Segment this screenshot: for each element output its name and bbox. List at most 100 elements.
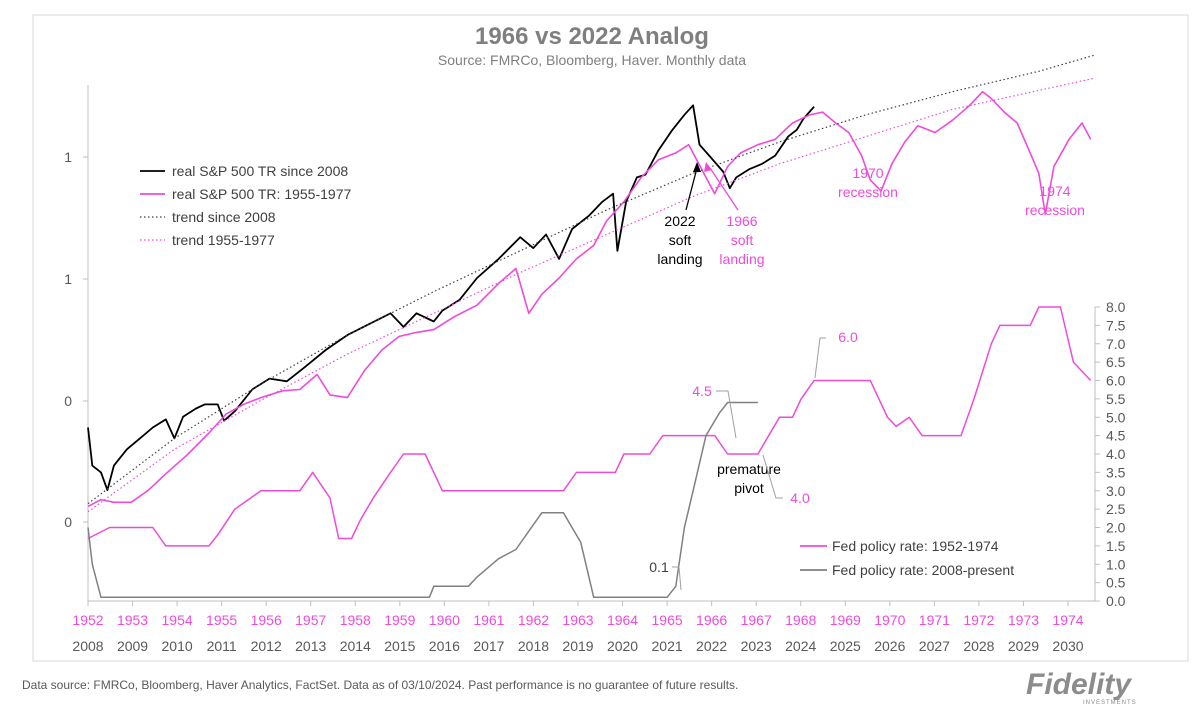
x-tick-label-top: 1967 [741,612,772,628]
x-tick-label-top: 1959 [384,612,415,628]
right-tick-label: 0.0 [1106,593,1126,609]
x-tick-label-top: 1971 [919,612,950,628]
x-tick-label-bottom: 2022 [696,638,727,654]
right-tick-label: 8.0 [1106,299,1126,315]
x-tick-label-bottom: 2013 [295,638,326,654]
series-line-5 [87,401,758,599]
legend-label: trend 1955-1977 [172,232,275,248]
x-tick-label-top: 1968 [785,612,816,628]
annotation-line: 4.5 [692,383,712,399]
fidelity-logo: Fidelity [1026,668,1132,701]
chart-frame [32,14,1189,662]
x-tick-label-top: 1974 [1052,612,1083,628]
right-tick-label: 3.0 [1106,483,1126,499]
x-tick-label-top: 1965 [652,612,683,628]
x-tick-label-bottom: 2017 [473,638,504,654]
x-tick-label-bottom: 2015 [384,638,415,654]
x-tick-label-bottom: 2023 [741,638,772,654]
annotation-label: 0.1 [649,559,669,575]
right-tick-label: 7.0 [1106,336,1126,352]
x-tick-label-top: 1956 [251,612,282,628]
arrow-2022 [685,167,698,211]
annotation-line: pivot [734,480,764,496]
x-tick-label-bottom: 2008 [72,638,103,654]
x-tick-label-top: 1962 [518,612,549,628]
x-tick-label-bottom: 2012 [251,638,282,654]
leader-4-5 [716,390,737,439]
x-tick-label-bottom: 2018 [518,638,549,654]
annotation-line: 1966 [726,213,757,229]
right-tick-label: 2.0 [1106,520,1126,536]
x-tick-label-bottom: 2009 [117,638,148,654]
x-tick-label-bottom: 2014 [340,638,371,654]
annotation-label: premature pivot [717,461,781,496]
annotation-line: premature [717,461,781,477]
annotation-line: 0.1 [649,559,669,575]
annotation-line: soft [669,232,692,248]
annotation-line: recession [838,184,898,200]
right-tick-label: 2.5 [1106,501,1126,517]
arrow-head-2022 [693,162,701,172]
x-tick-label-bottom: 2020 [607,638,638,654]
x-tick-label-top: 1964 [607,612,638,628]
x-tick-label-top: 1952 [72,612,103,628]
x-tick-label-bottom: 2019 [562,638,593,654]
annotation-line: landing [719,251,764,267]
x-tick-label-top: 1960 [429,612,460,628]
right-tick-label: 6.5 [1106,354,1126,370]
right-tick-label: 1.5 [1106,538,1126,554]
chart-subtitle: Source: FMRCo, Bloomberg, Haver. Monthly… [438,52,746,68]
right-tick-label: 3.5 [1106,464,1126,480]
annotation-label: 4.0 [790,490,810,506]
x-tick-label-bottom: 2016 [429,638,460,654]
annotation-line: 6.0 [838,329,858,345]
annotation-label: 4.5 [692,383,712,399]
annotation-line: soft [731,232,754,248]
x-tick-label-bottom: 2025 [830,638,861,654]
left-tick-label: 0 [64,514,72,530]
x-tick-label-bottom: 2028 [963,638,994,654]
series-line-4 [87,306,1092,547]
fidelity-logo-sub: INVESTMENTS [1083,700,1137,706]
leader-4-0 [762,454,783,499]
rate-legend-label: Fed policy rate: 1952-1974 [832,538,999,554]
annotation-label: 1974 recession [1025,183,1085,218]
x-tick-label-bottom: 2027 [919,638,950,654]
right-tick-label: 4.0 [1106,446,1126,462]
x-tick-label-top: 1963 [562,612,593,628]
annotation-label: 1970 recession [838,165,898,200]
x-tick-label-bottom: 2021 [652,638,683,654]
annotation-label: 1966 soft landing [719,213,764,267]
right-tick-label: 5.0 [1106,409,1126,425]
x-tick-label-bottom: 2024 [785,638,816,654]
annotation-label: 6.0 [838,329,858,345]
right-tick-label: 7.5 [1106,317,1126,333]
footer-note: Data source: FMRCo, Bloomberg, Haver Ana… [22,678,739,692]
series-line-2 [87,54,1096,505]
leader-0-1 [672,566,682,591]
x-tick-label-top: 1961 [473,612,504,628]
chart-title: 1966 vs 2022 Analog [475,23,709,50]
x-tick-label-top: 1966 [696,612,727,628]
annotation-line: 4.0 [790,490,810,506]
x-tick-label-top: 1954 [162,612,193,628]
series-line-3 [87,77,1096,513]
annotation-line: landing [657,251,702,267]
right-tick-label: 0.5 [1106,575,1126,591]
x-tick-label-bottom: 2030 [1052,638,1083,654]
annotation-line: 2022 [664,213,695,229]
legend-label: real S&P 500 TR: 1955-1977 [172,186,351,202]
x-tick-label-bottom: 2026 [874,638,905,654]
legend-label: real S&P 500 TR since 2008 [172,163,348,179]
x-tick-label-top: 1972 [963,612,994,628]
left-tick-label: 0 [64,393,72,409]
x-tick-label-top: 1953 [117,612,148,628]
series-line-1 [87,90,1092,508]
leader-6-0 [814,337,826,379]
right-tick-label: 4.5 [1106,428,1126,444]
x-tick-label-top: 1970 [874,612,905,628]
legend-label: trend since 2008 [172,209,276,225]
arrow-1966 [709,167,739,211]
rate-legend-label: Fed policy rate: 2008-present [832,562,1014,578]
x-tick-label-bottom: 2029 [1008,638,1039,654]
